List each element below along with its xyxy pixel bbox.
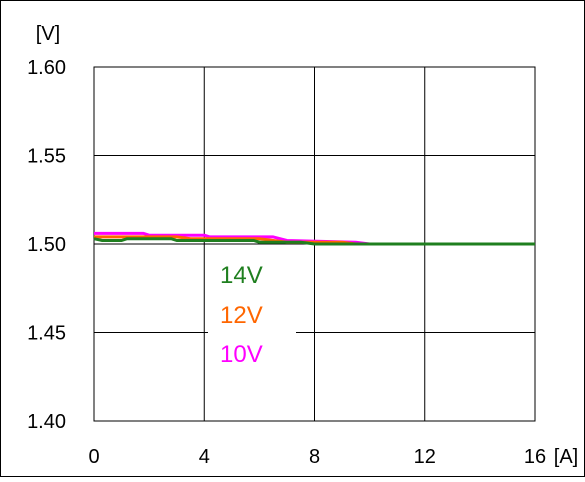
x-tick-label: 8 — [309, 446, 320, 468]
y-tick-label: 1.50 — [27, 234, 66, 256]
y-tick-label: 1.45 — [27, 323, 66, 345]
series-line-14v — [93, 237, 535, 246]
y-tick-label: 1.55 — [27, 146, 66, 168]
legend-box — [208, 258, 296, 370]
y-unit-label: [V] — [36, 23, 60, 45]
legend-label-14v: 14V — [220, 262, 263, 289]
x-tick-label: 0 — [88, 446, 99, 468]
x-tick-label: 12 — [414, 446, 436, 468]
legend-label-10v: 10V — [220, 341, 263, 368]
legend-label-12v: 12V — [220, 302, 263, 329]
axes: 0 4 8 12 16 1.60 1.55 1.50 1.45 1.40 — [27, 57, 546, 468]
x-tick-label: 16 — [524, 446, 546, 468]
y-tick-label: 1.60 — [27, 57, 66, 79]
x-tick-label: 4 — [199, 446, 210, 468]
series-lines — [93, 231, 535, 246]
x-unit-label: [A] — [554, 446, 578, 468]
legend: 14V 12V 10V — [208, 258, 296, 370]
y-tick-label: 1.40 — [27, 411, 66, 433]
